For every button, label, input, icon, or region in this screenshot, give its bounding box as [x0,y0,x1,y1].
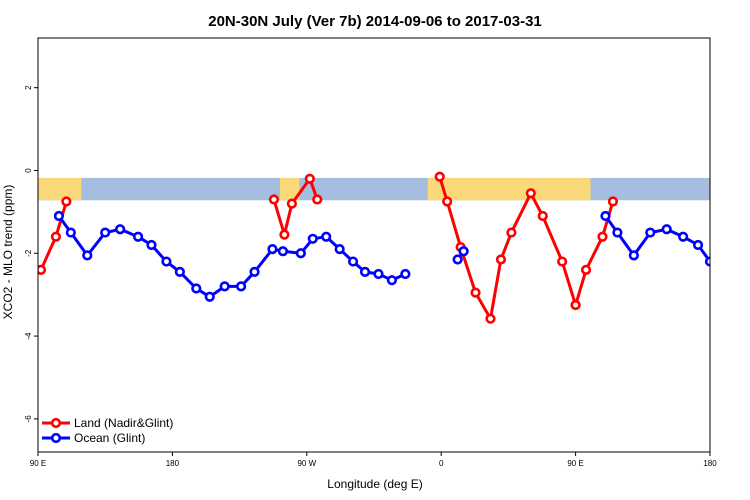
ocean-glint-point [53,210,65,222]
ocean-glint-point [267,244,278,255]
ocean-glint-point [161,256,172,267]
ocean-glint-point [307,233,318,244]
legend-label: Ocean (Glint) [74,431,145,445]
x-tick-label: 90 E [30,459,46,468]
ocean-glint-line [604,215,710,263]
land-nadir-glint-point [268,194,280,205]
y-axis-label: XCO2 - MLO trend (ppm) [1,185,15,320]
axes: 90 E 180 90 W 0 90 E 180 2 0 -2 -4 -6 [24,37,717,468]
x-tick-label: 180 [703,459,717,468]
land-nadir-glint-point [537,210,548,222]
land-nadir-glint-point [38,264,47,275]
land-nadir-glint-point [580,264,592,275]
ocean-glint-point [235,281,247,292]
land-mask-segment [38,177,82,201]
y-tick-label: -4 [24,332,33,340]
ocean-glint-point [321,231,332,242]
ocean-glint-point [219,281,230,292]
plot-frame [37,37,711,453]
ocean-glint-point [612,227,623,238]
ocean-glint-point [204,291,215,302]
land-nadir-glint-point [597,231,608,242]
land-nadir-glint-point [506,227,517,238]
ocean-glint-point [191,283,202,294]
ocean-mask-band [38,177,710,201]
ocean-glint-point [115,224,126,235]
ocean-glint-point [600,210,611,222]
ocean-glint-point [132,231,144,242]
legend-marker [50,417,62,429]
legend: Land (Nadir&Glint)Ocean (Glint) [42,416,173,445]
legend-label: Land (Nadir&Glint) [74,416,173,430]
legend-marker [50,432,62,444]
ocean-glint-point [347,256,359,267]
ocean-glint-point [458,246,469,257]
ocean-glint-point [174,266,185,278]
land-nadir-glint-point [50,231,62,242]
land-nadir-glint-point [525,188,536,199]
ocean-glint-point [386,275,398,286]
land-nadir-glint-point [279,229,290,240]
land-nadir-glint-point [61,196,72,207]
y-tick-label: 0 [24,168,33,173]
x-tick-label: 90 W [297,459,316,468]
ocean-glint-point [645,227,656,238]
ocean-glint-point [82,250,93,261]
x-tick-label: 90 E [567,459,583,468]
ocean-glint-point [334,244,345,255]
x-tick-label: 180 [166,459,180,468]
ocean-glint-point [146,239,157,251]
ocean-glint-point [661,224,672,235]
x-tick-label: 0 [439,459,444,468]
land-nadir-glint-point [312,194,323,205]
y-tick-label: -6 [24,415,33,423]
ocean-glint-point [628,250,639,261]
ocean-glint-point [373,268,384,280]
ocean-glint-point [452,254,463,265]
land-nadir-glint-point [286,198,297,209]
land-nadir-glint-point [434,171,445,182]
land-nadir-glint-point [557,256,568,267]
ocean-glint-line [57,215,407,299]
land-nadir-glint-point [607,196,619,207]
land-mask-segment [279,177,300,201]
land-nadir-glint-point [495,254,507,265]
land-nadir-glint-point [470,287,481,298]
series-group [38,171,710,324]
land-nadir-glint-point [570,299,581,311]
chart-title: 20N-30N July (Ver 7b) 2014-09-06 to 2017… [208,13,542,30]
y-tick-label: -2 [24,249,33,257]
land-mask-segment [427,177,591,201]
y-tick-label: 2 [24,85,33,90]
ocean-glint-point [678,231,689,242]
ocean-glint-point [65,227,76,238]
land-nadir-glint-point [485,313,496,324]
ocean-glint-point [704,256,710,267]
ocean-glint-point [249,266,260,278]
plot-area [38,171,710,324]
land-nadir-glint-point [442,196,453,207]
land-nadir-glint-point [304,173,315,184]
x-axis-label: Longitude (deg E) [327,477,422,491]
ocean-glint-point [295,248,306,259]
ocean-glint-point [359,266,371,278]
ocean-glint-point [692,239,704,251]
ocean-glint-point [400,268,411,280]
ocean-glint-point [100,227,111,238]
ocean-glint-point [277,246,289,257]
